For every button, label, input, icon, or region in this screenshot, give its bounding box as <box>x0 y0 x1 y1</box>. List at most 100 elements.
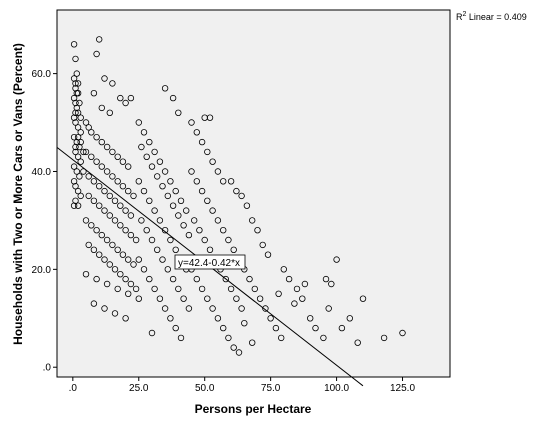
data-point <box>132 285 140 293</box>
data-point <box>103 280 111 288</box>
fit-label-box: y=42.4-0.42*x <box>174 254 246 270</box>
data-point <box>119 182 127 190</box>
data-point <box>76 99 83 107</box>
data-point <box>167 315 174 322</box>
data-point <box>114 285 121 293</box>
data-point <box>146 138 153 146</box>
data-point <box>101 207 108 214</box>
data-point <box>151 285 158 293</box>
x-tick-label: .0 <box>69 383 78 394</box>
data-point <box>122 315 129 322</box>
data-point <box>90 197 98 204</box>
data-point <box>161 168 169 175</box>
data-point <box>130 261 137 268</box>
data-point <box>111 266 119 273</box>
data-point <box>209 305 216 312</box>
data-point <box>238 192 245 200</box>
data-point <box>72 80 79 87</box>
data-point <box>74 124 82 131</box>
data-point <box>214 168 222 175</box>
data-point <box>275 290 282 297</box>
data-point <box>172 246 179 253</box>
data-point <box>70 163 78 170</box>
data-point <box>146 197 153 204</box>
data-point <box>72 99 79 107</box>
data-point <box>73 104 80 112</box>
data-point <box>114 153 121 160</box>
data-point <box>161 85 169 92</box>
data-point <box>111 217 119 224</box>
data-point <box>177 197 185 204</box>
data-point <box>333 256 340 263</box>
data-point <box>88 222 95 229</box>
data-point <box>101 187 108 195</box>
data-point <box>73 70 80 77</box>
data-point <box>359 295 367 302</box>
data-point <box>117 222 124 229</box>
data-point <box>124 163 132 170</box>
data-point <box>156 217 164 224</box>
data-point <box>198 138 206 146</box>
data-point <box>103 236 111 244</box>
data-point <box>219 226 227 234</box>
data-point <box>106 212 113 219</box>
x-tick-label: 50.0 <box>195 383 215 394</box>
data-point <box>230 246 237 253</box>
data-point <box>101 75 108 82</box>
data-point <box>230 344 237 351</box>
data-point <box>169 275 177 283</box>
data-point <box>143 153 150 160</box>
data-point <box>72 109 79 116</box>
data-point <box>114 178 121 185</box>
data-point <box>122 207 129 214</box>
data-point <box>251 285 258 293</box>
data-point <box>72 85 79 92</box>
data-point <box>82 119 90 126</box>
data-point <box>70 133 78 141</box>
data-point <box>175 109 182 116</box>
data-point <box>148 329 156 337</box>
data-point <box>74 109 82 116</box>
data-point <box>135 119 142 126</box>
data-point <box>204 295 211 302</box>
x-axis-title: Persons per Hectare <box>195 402 312 416</box>
data-point <box>346 315 353 322</box>
data-point <box>227 285 235 293</box>
data-point <box>172 187 179 195</box>
data-point <box>354 339 361 346</box>
data-point <box>135 295 142 302</box>
data-point <box>301 280 309 288</box>
data-point <box>201 236 208 244</box>
data-point <box>77 138 84 146</box>
data-point <box>177 334 185 342</box>
data-point <box>293 285 301 293</box>
data-point <box>90 300 98 307</box>
data-point <box>198 285 206 293</box>
data-point <box>151 207 158 214</box>
data-point <box>82 217 90 224</box>
data-point <box>204 148 211 156</box>
data-point <box>180 295 187 302</box>
data-point <box>130 192 137 200</box>
data-point <box>74 133 82 141</box>
data-point <box>248 217 256 224</box>
data-point <box>254 226 261 234</box>
data-point <box>106 192 113 200</box>
x-tick-label: 125.0 <box>390 383 415 394</box>
data-point <box>151 148 158 156</box>
data-point <box>161 226 169 234</box>
fit-label: y=42.4-0.42*x <box>178 258 240 269</box>
data-point <box>190 217 198 224</box>
data-point <box>93 158 100 165</box>
data-point <box>77 114 84 121</box>
data-point <box>98 231 105 239</box>
data-point <box>235 349 243 356</box>
data-point <box>193 275 200 283</box>
plot-area <box>56 9 451 378</box>
data-point <box>169 202 177 209</box>
data-point <box>148 236 156 244</box>
data-point <box>127 280 135 288</box>
data-point <box>80 168 87 175</box>
data-point <box>209 158 216 165</box>
data-point <box>175 285 182 293</box>
